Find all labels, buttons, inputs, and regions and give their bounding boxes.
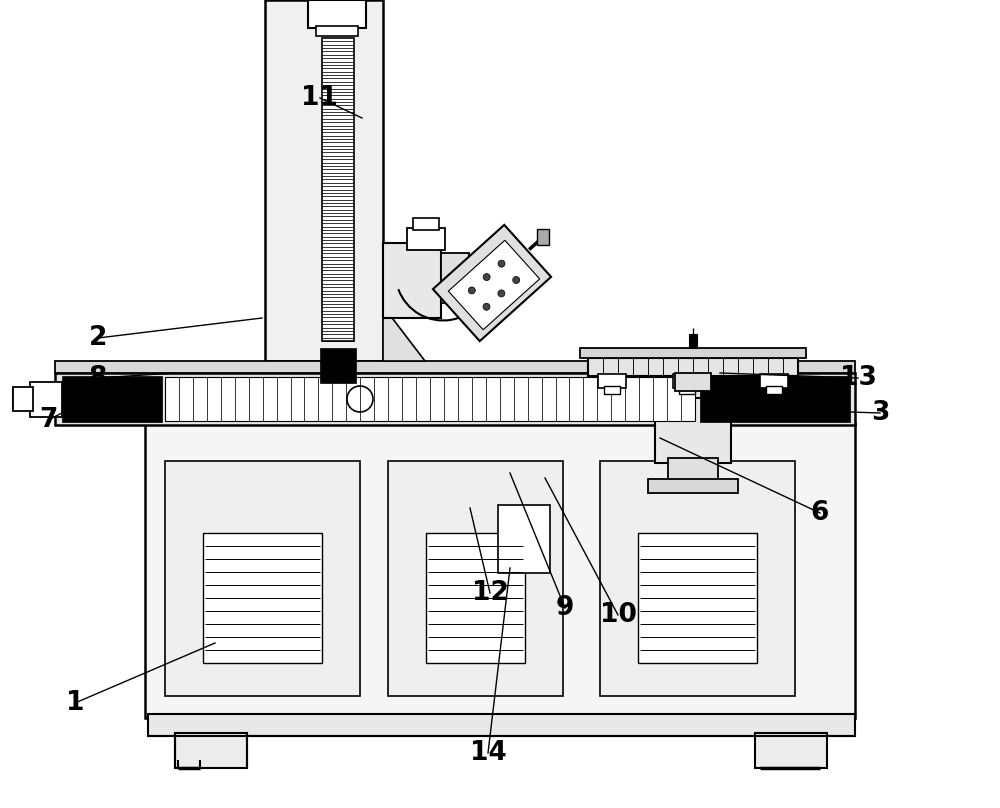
- Bar: [668, 458, 718, 483]
- Bar: [388, 461, 563, 696]
- Bar: [638, 533, 757, 663]
- Text: 6: 6: [811, 500, 829, 526]
- Bar: [413, 218, 439, 230]
- Text: 1: 1: [66, 690, 84, 716]
- Bar: [55, 361, 855, 373]
- Bar: [145, 423, 855, 718]
- Text: 9: 9: [556, 595, 574, 621]
- Bar: [655, 398, 731, 463]
- Bar: [308, 0, 366, 28]
- Bar: [383, 243, 441, 318]
- Bar: [700, 376, 850, 422]
- Bar: [604, 386, 620, 394]
- Bar: [62, 376, 162, 422]
- Text: 7: 7: [39, 407, 57, 433]
- Bar: [598, 374, 626, 388]
- Circle shape: [483, 274, 490, 280]
- Bar: [320, 348, 356, 383]
- Bar: [648, 479, 738, 493]
- Text: 11: 11: [302, 85, 338, 111]
- Text: 2: 2: [89, 325, 107, 351]
- Text: 3: 3: [871, 400, 889, 426]
- Polygon shape: [433, 225, 551, 341]
- Bar: [760, 374, 788, 388]
- Bar: [755, 733, 827, 768]
- Bar: [203, 533, 322, 663]
- Bar: [675, 373, 711, 391]
- Text: 14: 14: [470, 740, 506, 766]
- Circle shape: [498, 260, 505, 267]
- Text: 13: 13: [840, 365, 876, 391]
- Text: 12: 12: [472, 580, 508, 606]
- Bar: [265, 0, 383, 361]
- Circle shape: [498, 290, 505, 297]
- Bar: [55, 373, 855, 425]
- Polygon shape: [448, 240, 540, 330]
- Bar: [580, 348, 806, 358]
- Bar: [679, 386, 695, 394]
- Bar: [175, 733, 247, 768]
- Bar: [426, 533, 525, 663]
- Bar: [588, 358, 798, 376]
- Bar: [165, 461, 360, 696]
- Circle shape: [483, 303, 490, 310]
- Bar: [689, 334, 697, 348]
- Bar: [322, 38, 354, 341]
- Bar: [30, 382, 62, 417]
- Bar: [148, 714, 855, 736]
- Bar: [766, 386, 782, 394]
- Bar: [13, 387, 33, 411]
- Bar: [673, 374, 701, 388]
- Bar: [441, 253, 469, 303]
- Bar: [407, 228, 445, 250]
- Circle shape: [468, 287, 475, 294]
- Polygon shape: [383, 306, 425, 361]
- Circle shape: [513, 276, 520, 284]
- Bar: [165, 377, 695, 421]
- Bar: [537, 229, 549, 246]
- Bar: [600, 461, 795, 696]
- Bar: [316, 26, 358, 36]
- Text: 10: 10: [600, 602, 636, 628]
- Text: 8: 8: [89, 365, 107, 391]
- Bar: [498, 505, 550, 573]
